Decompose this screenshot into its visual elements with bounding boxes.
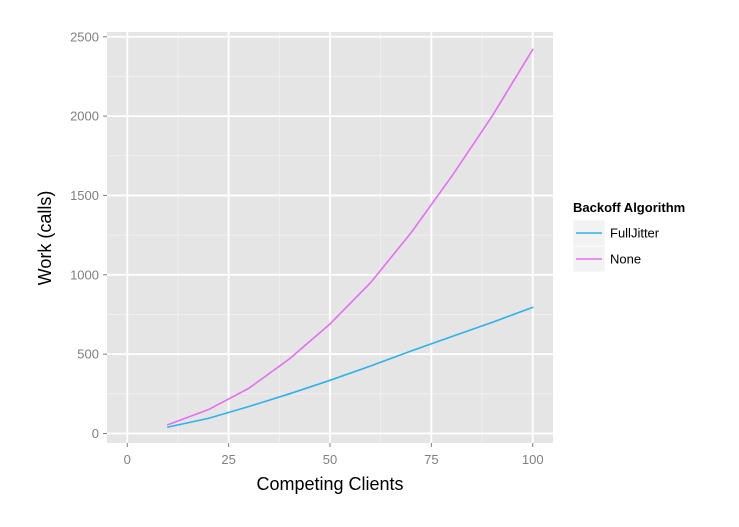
x-axis-tick-labels: 0 25 50 75 100: [124, 452, 544, 467]
x-tick-label: 25: [221, 452, 235, 467]
series-layer: [167, 48, 534, 428]
y-axis-tick-labels: 0 500 1000 1500 2000 2500: [70, 29, 99, 441]
y-tick-label: 2000: [70, 109, 99, 124]
series-line-fulljitter: [167, 306, 534, 428]
legend-label-none: None: [610, 252, 641, 267]
x-axis-ticks: [126, 443, 534, 447]
x-tick-label: 0: [124, 452, 131, 467]
x-tick-label: 50: [323, 452, 337, 467]
series-line-none: [167, 48, 534, 426]
legend-title: Backoff Algorithm: [573, 200, 685, 215]
x-axis-title: Competing Clients: [256, 474, 403, 494]
major-grid: [107, 32, 553, 443]
x-tick-label: 100: [522, 452, 544, 467]
legend: Backoff Algorithm FullJitter None: [572, 200, 685, 273]
legend-items: FullJitter None: [572, 219, 660, 273]
y-axis-title: Work (calls): [35, 191, 55, 286]
y-tick-label: 1500: [70, 188, 99, 203]
y-tick-label: 500: [77, 347, 99, 362]
y-tick-label: 1000: [70, 267, 99, 282]
y-tick-label: 2500: [70, 29, 99, 44]
legend-label-fulljitter: FullJitter: [610, 226, 660, 241]
x-tick-label: 75: [424, 452, 438, 467]
y-tick-label: 0: [92, 426, 99, 441]
y-axis-ticks: [103, 36, 107, 434]
